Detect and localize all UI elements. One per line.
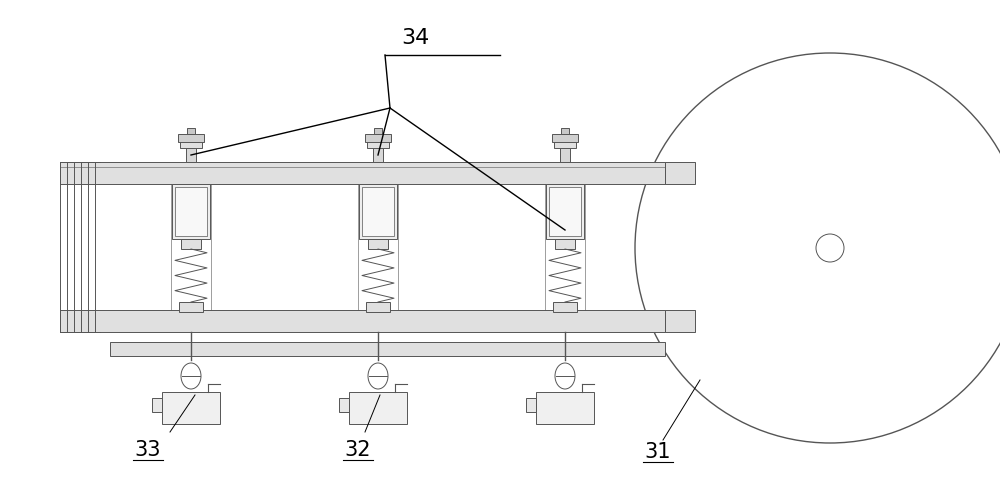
Text: 31: 31 [645, 442, 671, 462]
Bar [536, 392, 594, 424]
Bar [180, 140, 202, 148]
Bar [359, 184, 397, 239]
Bar [110, 342, 665, 356]
Bar [179, 302, 203, 312]
Bar [368, 239, 388, 249]
Bar [366, 302, 390, 312]
Bar [526, 398, 536, 412]
Bar [554, 140, 576, 148]
Bar [560, 148, 570, 162]
Bar [365, 134, 391, 142]
Bar [374, 128, 382, 134]
Bar [178, 134, 204, 142]
Bar [349, 392, 407, 424]
Bar [152, 398, 162, 412]
Bar [555, 239, 575, 249]
Bar [162, 392, 220, 424]
Bar [373, 148, 383, 162]
Bar [362, 187, 394, 236]
Text: 32: 32 [345, 440, 371, 460]
Bar [186, 148, 196, 162]
Bar [339, 398, 349, 412]
Bar [665, 310, 695, 332]
Bar [187, 128, 195, 134]
Bar [60, 310, 665, 332]
Bar [175, 187, 207, 236]
Bar [552, 134, 578, 142]
Bar [60, 162, 665, 184]
Bar [665, 162, 695, 184]
Bar [546, 184, 584, 239]
Bar [553, 302, 577, 312]
Bar [172, 184, 210, 239]
Bar [181, 239, 201, 249]
Bar [367, 140, 389, 148]
Text: 34: 34 [401, 28, 429, 48]
Bar [549, 187, 581, 236]
Text: 33: 33 [135, 440, 161, 460]
Bar [561, 128, 569, 134]
